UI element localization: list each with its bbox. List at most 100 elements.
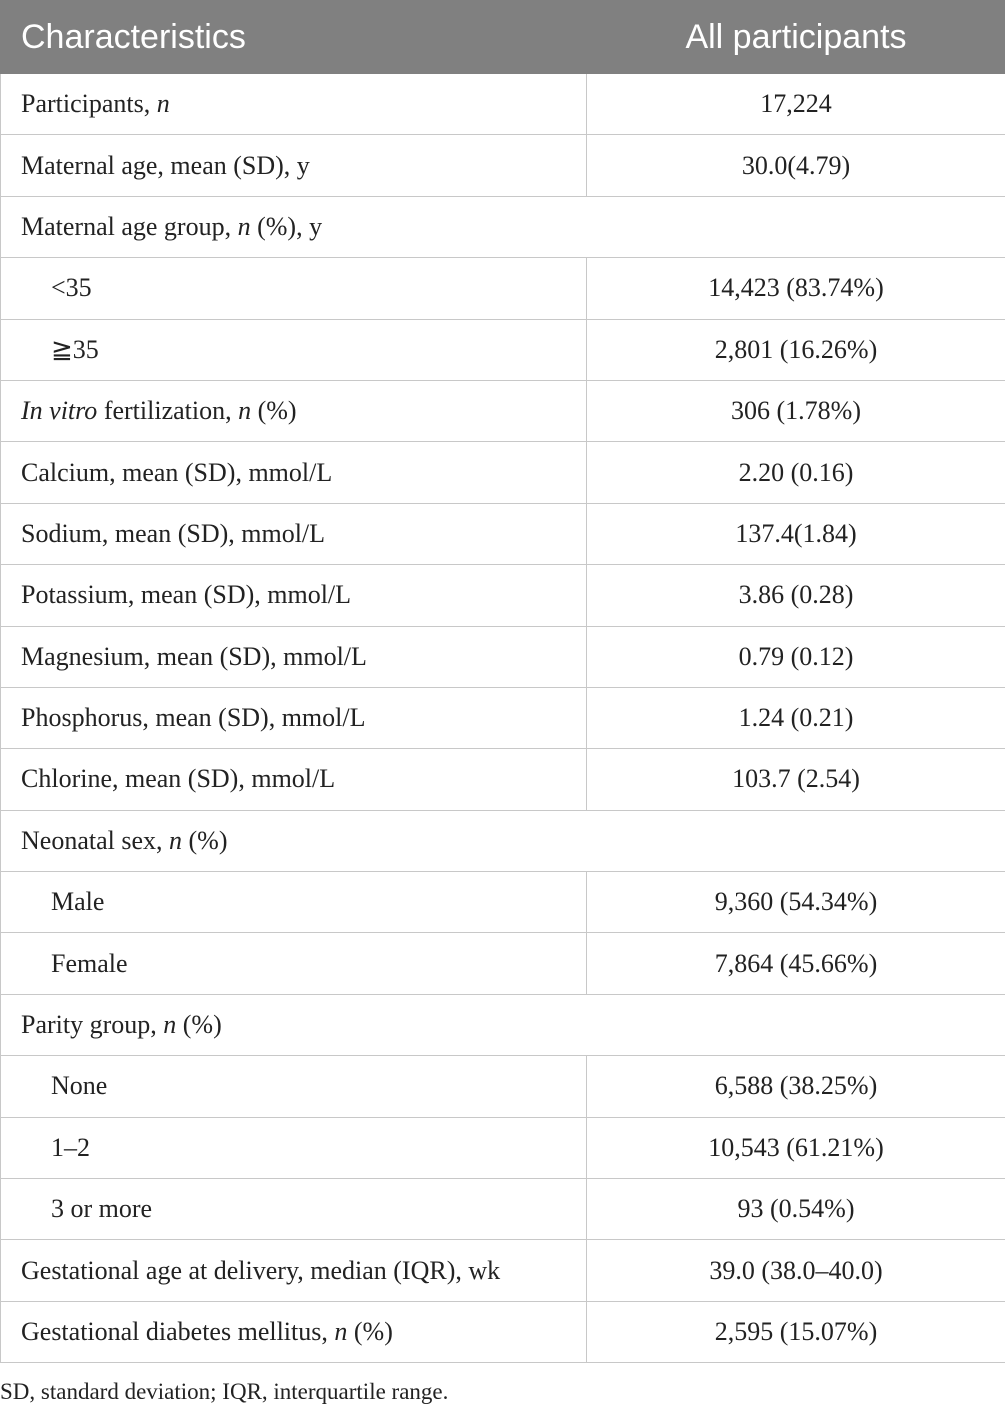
value-cell: 306 (1.78%) [586,379,1005,443]
label-text: n [238,396,252,426]
label-cell: Neonatal sex, n (%) [0,809,1005,873]
label-text: Male [51,887,105,917]
table-row: Potassium, mean (SD), mmol/L 3.86 (0.28) [0,564,1005,627]
value-cell: 6,588 (38.25%) [586,1055,1005,1118]
label-text: (%) [251,396,297,426]
table-body: Participants, n 17,224 Maternal age, mean … [0,72,1005,1364]
label-text: n [169,825,183,855]
label-text: <35 [51,273,92,303]
label-text: Chlorine, mean (SD), mmol/L [21,764,336,794]
table-row: Parity group, n (%) [0,993,1005,1057]
label-text: (%) [347,1317,393,1346]
label-cell: Calcium, mean (SD), mmol/L [0,441,587,504]
label-cell: Maternal age, mean (SD), y [0,134,587,197]
label-cell: Potassium, mean (SD), mmol/L [0,564,587,627]
label-cell: Female [0,932,587,995]
table-row: Gestational diabetes mellitus, n (%) 2,59… [0,1300,1005,1364]
value-cell: 0.79 (0.12) [586,625,1005,688]
value-cell: 2,801 (16.26%) [586,318,1005,381]
table-row: 1–2 10,543 (61.21%) [0,1116,1005,1180]
label-cell: ≧35 [0,318,587,381]
label-text: Magnesium, mean (SD), mmol/L [21,641,367,671]
value-cell: 17,224 [586,72,1005,136]
label-text: In vitro [21,396,98,426]
table-row: Participants, n 17,224 [0,72,1005,136]
value-cell: 137.4(1.84) [586,502,1005,566]
label-text: Calcium, mean (SD), mmol/L [21,457,333,487]
label-text: Neonatal sex, [21,825,170,855]
label-text: (%), y [250,211,323,241]
label-cell: Magnesium, mean (SD), mmol/L [0,625,587,688]
value-cell: 9,360 (54.34%) [586,871,1005,934]
label-text: n [237,211,251,241]
table-row: Gestational age at delivery, median (IQR… [0,1239,1005,1302]
table-row: Maternal age, mean (SD), y 30.0(4.79) [0,134,1005,197]
label-text: Maternal age group, [21,211,238,241]
footnote: SD, standard deviation; IQR, interquarti… [0,1379,449,1405]
table-row: Chlorine, mean (SD), mmol/L 103.7 (2.54) [0,748,1005,811]
label-text: Female [51,948,128,978]
label-text: Gestational diabetes mellitus, [21,1317,335,1346]
table-row: In vitro fertilization, n (%) 306 (1.78%) [0,379,1005,443]
value-cell: 93 (0.54%) [586,1178,1005,1241]
label-cell: Phosphorus, mean (SD), mmol/L [0,686,587,750]
label-cell: In vitro fertilization, n (%) [0,379,587,443]
table-row: Phosphorus, mean (SD), mmol/L 1.24 (0.21) [0,686,1005,750]
label-text: Parity group, [21,1010,164,1040]
label-cell: Participants, n [0,72,587,136]
table-row: Magnesium, mean (SD), mmol/L 0.79 (0.12) [0,625,1005,688]
label-cell: <35 [0,257,587,320]
header-row: Characteristics All participants [0,0,1005,74]
table-row: Female 7,864 (45.66%) [0,932,1005,995]
value-cell: 2.20 (0.16) [586,441,1005,504]
label-cell: Maternal age group, n (%), y [0,195,1005,259]
table-row: Neonatal sex, n (%) [0,809,1005,873]
label-cell: Male [0,871,587,934]
value-cell: 103.7 (2.54) [586,748,1005,811]
table-row: Maternal age group, n (%), y [0,195,1005,259]
label-text: ≧35 [51,334,99,364]
label-cell: 1–2 [0,1116,587,1180]
value-cell: 30.0(4.79) [586,134,1005,197]
label-text: (%) [176,1010,222,1040]
table-row: 3 or more 93 (0.54%) [0,1178,1005,1241]
label-text: 1–2 [51,1132,90,1162]
label-cell: Sodium, mean (SD), mmol/L [0,502,587,566]
label-text: Gestational age at delivery, median (IQR… [21,1255,501,1285]
header-cell: Characteristics [0,0,587,74]
label-text: (%) [182,825,228,855]
label-text: n [163,1010,177,1040]
header-cell: All participants [586,0,1005,74]
label-text: Maternal age, mean (SD), y [21,150,310,180]
label-cell: 3 or more [0,1178,587,1241]
label-cell: Parity group, n (%) [0,993,1005,1057]
label-text: None [51,1071,108,1101]
table-row: ≧35 2,801 (16.26%) [0,318,1005,381]
label-text: n [156,89,170,119]
label-text: n [334,1317,348,1346]
value-cell: 7,864 (45.66%) [586,932,1005,995]
table-row: <35 14,423 (83.74%) [0,257,1005,320]
table-row: Male 9,360 (54.34%) [0,871,1005,934]
table-row: Calcium, mean (SD), mmol/L 2.20 (0.16) [0,441,1005,504]
value-cell: 2,595 (15.07%) [586,1300,1005,1364]
label-text: Sodium, mean (SD), mmol/L [21,518,326,548]
value-cell: 39.0 (38.0–40.0) [586,1239,1005,1302]
table: Characteristics All participants Partici… [0,0,1005,1364]
table-row: Sodium, mean (SD), mmol/L 137.4(1.84) [0,502,1005,566]
value-cell: 3.86 (0.28) [586,564,1005,627]
label-text: 3 or more [51,1194,153,1224]
label-cell: None [0,1055,587,1118]
value-cell: 1.24 (0.21) [586,686,1005,750]
label-cell: Gestational diabetes mellitus, n (%) [0,1300,587,1364]
label-text: fertilization, [97,396,239,426]
table-row: None 6,588 (38.25%) [0,1055,1005,1118]
label-cell: Gestational age at delivery, median (IQR… [0,1239,587,1302]
label-text: Potassium, mean (SD), mmol/L [21,580,352,610]
value-cell: 14,423 (83.74%) [586,257,1005,320]
label-cell: Chlorine, mean (SD), mmol/L [0,748,587,811]
value-cell: 10,543 (61.21%) [586,1116,1005,1180]
label-text: Phosphorus, mean (SD), mmol/L [21,703,366,733]
label-text: Participants, [21,89,157,119]
